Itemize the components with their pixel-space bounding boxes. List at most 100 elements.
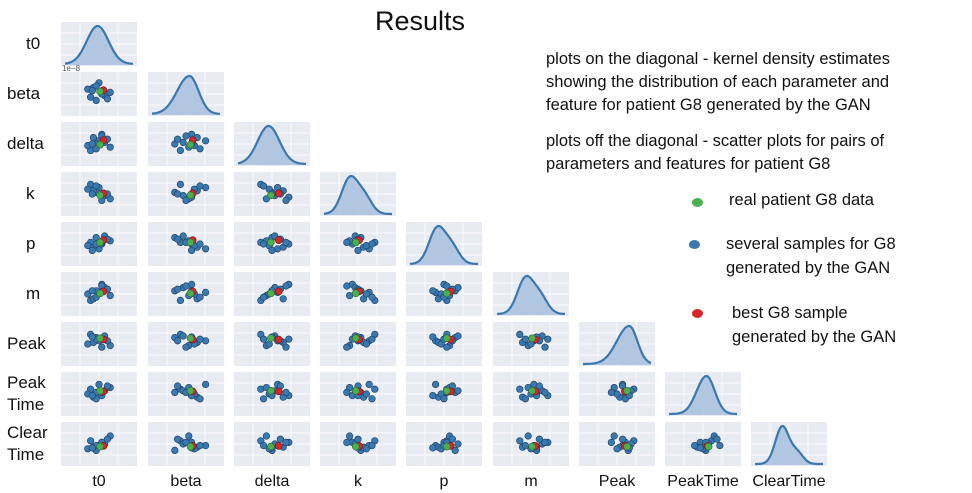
- description-off-diagonal: plots off the diagonal - scatter plots f…: [546, 130, 884, 176]
- column-label: p: [439, 473, 449, 490]
- sample-point: [343, 388, 351, 397]
- sample-point: [179, 332, 187, 340]
- row-label-text: k: [26, 184, 35, 203]
- kde-area: [238, 126, 306, 165]
- sample-point: [88, 287, 96, 295]
- kde-line: [497, 274, 565, 315]
- row-label-text: p: [26, 234, 36, 253]
- kde-line: [237, 124, 306, 165]
- sample-point: [196, 240, 204, 248]
- sample-point: [448, 435, 457, 443]
- sample-point: [451, 446, 459, 455]
- sample-point: [368, 240, 376, 248]
- sample-point: [454, 387, 462, 395]
- real-point: [267, 386, 275, 395]
- column-label: delta: [254, 473, 290, 490]
- sample-point: [268, 246, 276, 254]
- sample-point: [541, 438, 549, 447]
- legend-label-best: best G8 sample generated by the GAN: [732, 304, 897, 346]
- real-point: [704, 442, 713, 451]
- best-point: [274, 189, 283, 198]
- sample-point: [260, 293, 268, 301]
- sample-point: [346, 432, 354, 440]
- sample-point: [368, 442, 376, 450]
- sample-point: [103, 435, 111, 443]
- sample-point: [88, 140, 96, 148]
- sample-point: [279, 295, 287, 303]
- sample-point: [443, 282, 451, 290]
- kde-line: [323, 174, 392, 216]
- row-label-text: Peak: [7, 373, 46, 392]
- sample-point: [365, 380, 373, 389]
- sample-point: [524, 432, 532, 440]
- sample-point: [260, 395, 268, 403]
- real-point: [528, 386, 536, 395]
- sample-point: [185, 432, 193, 440]
- real-point: [96, 238, 104, 247]
- sample-point: [260, 335, 268, 343]
- real-point: [186, 238, 195, 247]
- sample-point: [371, 385, 379, 393]
- real-point: [442, 386, 451, 395]
- row-label: p: [26, 233, 78, 255]
- sample-point: [516, 437, 524, 445]
- sample-point: [429, 333, 437, 341]
- sample-point: [541, 388, 549, 397]
- sample-point: [88, 444, 96, 452]
- sample-point: [362, 445, 371, 453]
- row-label: k: [26, 183, 78, 205]
- sample-point: [440, 395, 448, 403]
- sample-point: [182, 196, 190, 204]
- real-point: [267, 191, 275, 200]
- row-label-text: t0: [26, 34, 41, 53]
- sample-point: [432, 380, 440, 389]
- real-point: [267, 289, 275, 298]
- sample-point: [696, 444, 704, 452]
- sample-point: [343, 343, 351, 351]
- description-line: plots on the diagonal - kernel density e…: [546, 50, 890, 68]
- sample-point: [84, 340, 92, 348]
- sample-point: [89, 134, 97, 142]
- sample-point: [516, 330, 524, 339]
- sample-point: [429, 287, 437, 295]
- real-point: [351, 289, 360, 298]
- sample-point: [521, 395, 530, 403]
- sample-point: [362, 390, 371, 398]
- sample-point: [521, 442, 530, 450]
- chart-title: Results: [374, 6, 466, 36]
- real-point: [267, 238, 275, 247]
- row-label-text: Time: [7, 395, 45, 414]
- sample-point: [343, 238, 351, 246]
- description-diagonal: plots on the diagonal - kernel density e…: [546, 48, 890, 117]
- real-point: [186, 191, 195, 200]
- row-label: delta: [7, 133, 59, 155]
- sample-point: [202, 288, 210, 297]
- sample-point: [92, 96, 100, 104]
- sample-point: [174, 135, 182, 143]
- sample-point: [179, 232, 187, 240]
- sample-point: [343, 438, 351, 447]
- sample-point: [176, 180, 184, 188]
- sample-point: [535, 435, 544, 443]
- sample-point: [544, 335, 552, 343]
- legend-label-samples: several samples for G8 generated by the …: [726, 235, 896, 277]
- kde-area: [583, 326, 651, 365]
- real-point: [186, 140, 195, 149]
- real-point: [267, 334, 275, 343]
- scale-label: 1e−8: [62, 64, 81, 73]
- sample-point: [171, 446, 179, 455]
- sample-point: [368, 335, 376, 343]
- sample-point: [84, 185, 92, 193]
- column-label: t0: [92, 473, 106, 490]
- sample-point: [174, 382, 182, 390]
- sample-point: [202, 137, 210, 145]
- sample-point: [541, 343, 549, 351]
- real-point: [528, 334, 536, 343]
- real-point: [267, 442, 275, 451]
- real-point: [186, 442, 195, 451]
- sample-point: [610, 432, 618, 440]
- sample-point: [182, 282, 190, 290]
- sample-point: [196, 335, 204, 343]
- sample-point: [202, 380, 210, 389]
